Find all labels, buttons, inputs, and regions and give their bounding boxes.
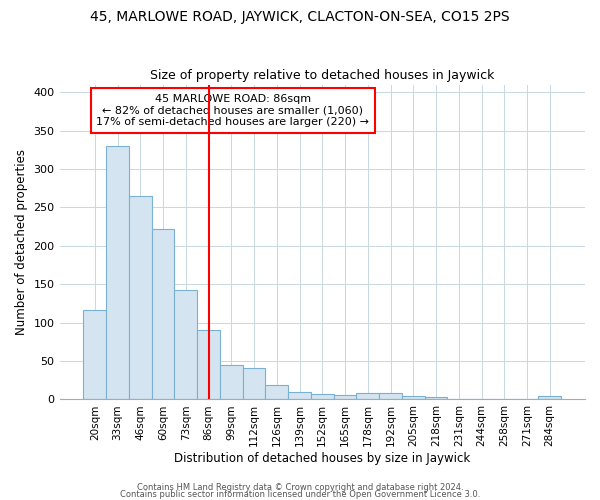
Bar: [493, 398, 515, 400]
Bar: [425, 397, 448, 400]
Title: Size of property relative to detached houses in Jaywick: Size of property relative to detached ho…: [150, 69, 494, 82]
Bar: [242, 368, 265, 400]
Bar: [470, 398, 493, 400]
Bar: [175, 290, 197, 400]
Bar: [379, 394, 402, 400]
Bar: [220, 365, 242, 400]
Bar: [311, 394, 334, 400]
Bar: [129, 196, 152, 400]
Text: 45, MARLOWE ROAD, JAYWICK, CLACTON-ON-SEA, CO15 2PS: 45, MARLOWE ROAD, JAYWICK, CLACTON-ON-SE…: [90, 10, 510, 24]
Text: Contains HM Land Registry data © Crown copyright and database right 2024.: Contains HM Land Registry data © Crown c…: [137, 484, 463, 492]
Bar: [288, 392, 311, 400]
Bar: [402, 396, 425, 400]
Text: Contains public sector information licensed under the Open Government Licence 3.: Contains public sector information licen…: [120, 490, 480, 499]
Bar: [356, 394, 379, 400]
Bar: [106, 146, 129, 400]
Y-axis label: Number of detached properties: Number of detached properties: [15, 149, 28, 335]
Text: 45 MARLOWE ROAD: 86sqm
← 82% of detached houses are smaller (1,060)
17% of semi-: 45 MARLOWE ROAD: 86sqm ← 82% of detached…: [97, 94, 370, 127]
Bar: [197, 330, 220, 400]
Bar: [83, 310, 106, 400]
Bar: [448, 398, 470, 400]
X-axis label: Distribution of detached houses by size in Jaywick: Distribution of detached houses by size …: [174, 452, 470, 465]
Bar: [538, 396, 561, 400]
Bar: [334, 395, 356, 400]
Bar: [265, 385, 288, 400]
Bar: [152, 229, 175, 400]
